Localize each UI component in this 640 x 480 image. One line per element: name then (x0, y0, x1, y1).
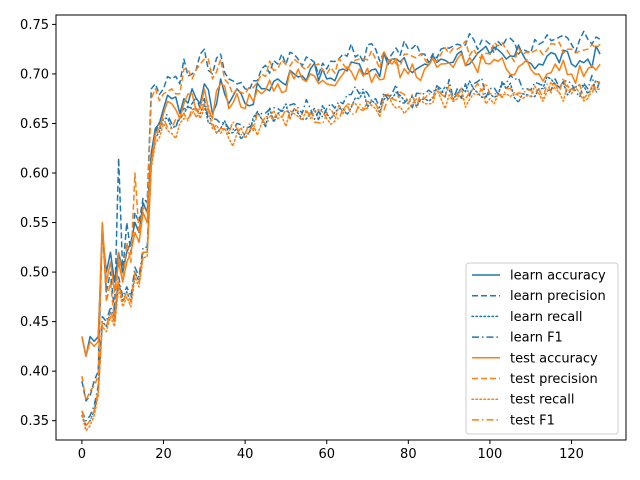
x-tick-label: 120 (559, 447, 584, 462)
legend-label: learn precision (510, 289, 606, 304)
series-line-learn-precision (81, 30, 601, 402)
y-tick-label: 0.55 (20, 216, 49, 231)
plot-frame (55, 14, 627, 441)
series-line-test-precision (81, 40, 601, 402)
legend-label: test accuracy (510, 351, 598, 366)
x-tick-label: 40 (237, 447, 254, 462)
y-tick-label: 0.35 (20, 414, 49, 429)
series-line-test-accuracy (81, 52, 601, 358)
legend-label: learn recall (510, 310, 582, 325)
legend-label: learn accuracy (510, 269, 606, 284)
x-tick-label: 80 (400, 447, 417, 462)
x-tick-label: 60 (318, 447, 335, 462)
series-line-test-F1 (81, 76, 601, 427)
legend-label: learn F1 (510, 331, 563, 346)
y-tick-label: 0.45 (20, 315, 49, 330)
y-tick-label: 0.50 (20, 266, 49, 281)
y-tick-label: 0.60 (20, 167, 49, 182)
legend: learn accuracy learn precision learn recal… (465, 262, 619, 435)
legend-box (465, 262, 619, 435)
series-line-learn-F1 (81, 74, 601, 422)
x-axis: 0 20 40 60 80 100 120 (78, 440, 584, 462)
legend-label: test precision (510, 372, 598, 387)
x-tick-label: 0 (78, 447, 86, 462)
y-tick-label: 0.70 (20, 67, 49, 82)
plot-lines (81, 30, 601, 432)
y-tick-label: 0.75 (20, 18, 49, 33)
legend-label: test F1 (510, 413, 555, 428)
x-tick-label: 20 (155, 447, 172, 462)
series-line-learn-recall (81, 75, 601, 427)
y-tick-label: 0.40 (20, 365, 49, 380)
y-axis: 0.35 0.40 0.45 0.50 0.55 0.60 0.65 0.70 0.75 (20, 18, 56, 429)
series-line-learn-accuracy (81, 44, 601, 358)
x-tick-label: 100 (478, 447, 503, 462)
legend-label: test recall (510, 393, 575, 408)
y-tick-label: 0.65 (20, 117, 49, 132)
